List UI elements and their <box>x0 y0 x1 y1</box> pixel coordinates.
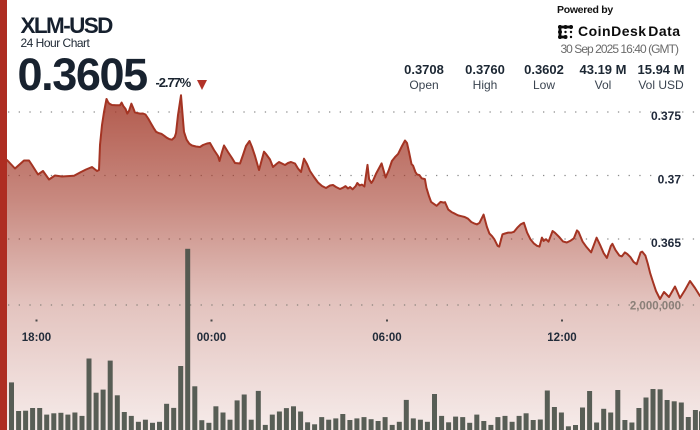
svg-text:12:00: 12:00 <box>547 332 576 344</box>
svg-text:00:00: 00:00 <box>197 332 226 344</box>
svg-text:0.375: 0.375 <box>651 109 681 123</box>
svg-text:0.365: 0.365 <box>651 236 681 250</box>
svg-text:2,000,000: 2,000,000 <box>630 301 681 313</box>
svg-text:18:00: 18:00 <box>22 332 51 344</box>
svg-text:06:00: 06:00 <box>372 332 401 344</box>
svg-text:0.37: 0.37 <box>658 173 682 187</box>
